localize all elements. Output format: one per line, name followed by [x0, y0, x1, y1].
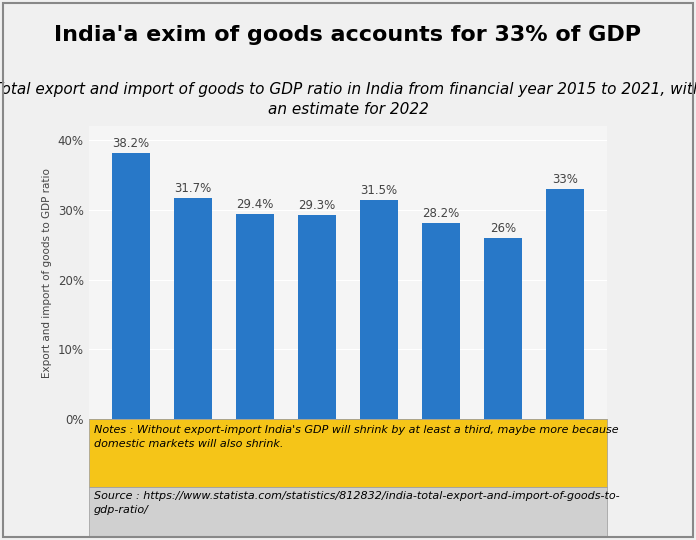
Text: 29.4%: 29.4% — [236, 198, 274, 211]
Text: 31.7%: 31.7% — [174, 183, 212, 195]
Bar — [546, 189, 584, 419]
Bar — [422, 222, 459, 419]
Text: 28.2%: 28.2% — [422, 207, 459, 220]
Bar — [174, 198, 212, 419]
Bar — [112, 153, 150, 419]
Text: Notes : Without export-import India's GDP will shrink by at least a third, maybe: Notes : Without export-import India's GD… — [94, 425, 619, 449]
Text: 26%: 26% — [490, 222, 516, 235]
Text: 29.3%: 29.3% — [299, 199, 335, 212]
Text: 31.5%: 31.5% — [361, 184, 397, 197]
Text: Total export and import of goods to GDP ratio in India from financial year 2015 : Total export and import of goods to GDP … — [0, 83, 696, 117]
FancyBboxPatch shape — [88, 419, 608, 487]
Y-axis label: Export and import of goods to GDP ratio: Export and import of goods to GDP ratio — [42, 168, 52, 377]
Bar — [361, 200, 397, 419]
FancyBboxPatch shape — [88, 487, 608, 536]
Text: 33%: 33% — [552, 173, 578, 186]
Bar — [299, 215, 335, 419]
Text: 38.2%: 38.2% — [112, 137, 150, 150]
Bar — [484, 238, 522, 419]
Bar — [237, 214, 274, 419]
Text: India'a exim of goods accounts for 33% of GDP: India'a exim of goods accounts for 33% o… — [54, 25, 642, 45]
Text: Source : https://www.statista.com/statistics/812832/india-total-export-and-impor: Source : https://www.statista.com/statis… — [94, 491, 619, 515]
